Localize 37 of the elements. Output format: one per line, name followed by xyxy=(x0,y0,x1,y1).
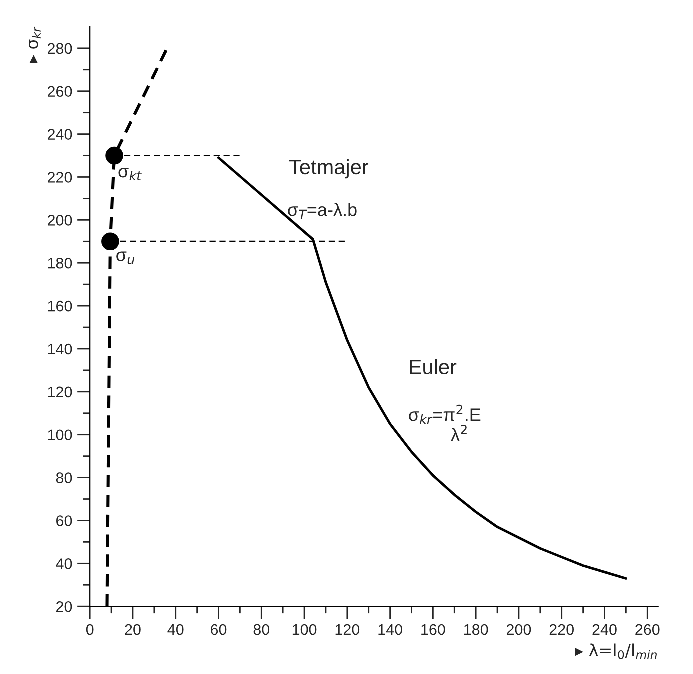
y-tick-label: 60 xyxy=(56,516,72,526)
annotation: λ$^{2}$ xyxy=(451,425,467,442)
y-tick-label: 200 xyxy=(48,215,72,226)
y-tick-label: 100 xyxy=(48,430,72,441)
annotation: σ$_{u}$ xyxy=(116,252,135,264)
x-tick-label: 60 xyxy=(211,624,227,636)
annotation: Euler xyxy=(410,359,457,375)
x-tick-label: 200 xyxy=(506,624,532,636)
y-tick-label: 260 xyxy=(48,86,72,98)
annotation: Tetmajer xyxy=(289,159,369,179)
x-tick-label: 0 xyxy=(86,624,94,636)
y-tick-label: 160 xyxy=(48,300,72,312)
annotation: σ$_{kt}$ xyxy=(118,168,142,181)
x-tick-label: 160 xyxy=(422,624,446,636)
x-tick-label: 120 xyxy=(336,624,360,636)
x-axis-title: ▸ λ=l$_{0}$/l$_{min}$ xyxy=(575,644,657,660)
x-tick-label: 240 xyxy=(592,624,617,636)
y-tick-label: 180 xyxy=(48,258,72,269)
y-tick-label: 220 xyxy=(48,172,72,183)
y-tick-label: 240 xyxy=(48,129,72,140)
y-tick-label: 280 xyxy=(48,43,72,54)
x-tick-label: 140 xyxy=(378,624,402,636)
y-tick-label: 140 xyxy=(48,344,72,355)
y-axis-title: ▸ σ$_{kr}$ xyxy=(29,26,41,64)
x-tick-label: 100 xyxy=(292,624,317,636)
x-tick-label: 180 xyxy=(464,624,488,636)
annotation: σ$_{kr}$=π$^{2}$.E xyxy=(409,404,481,424)
x-tick-label: 220 xyxy=(550,624,574,636)
x-tick-label: 40 xyxy=(168,624,184,636)
y-tick-label: 20 xyxy=(56,601,72,612)
x-tick-label: 260 xyxy=(636,624,660,636)
annotation: σ$_{T}$=a-λ.b xyxy=(288,203,357,220)
y-tick-label: 120 xyxy=(48,386,72,398)
x-tick-label: 80 xyxy=(254,624,270,636)
y-tick-label: 40 xyxy=(56,558,72,570)
y-tick-label: 80 xyxy=(56,472,72,484)
x-tick-label: 20 xyxy=(125,624,141,636)
